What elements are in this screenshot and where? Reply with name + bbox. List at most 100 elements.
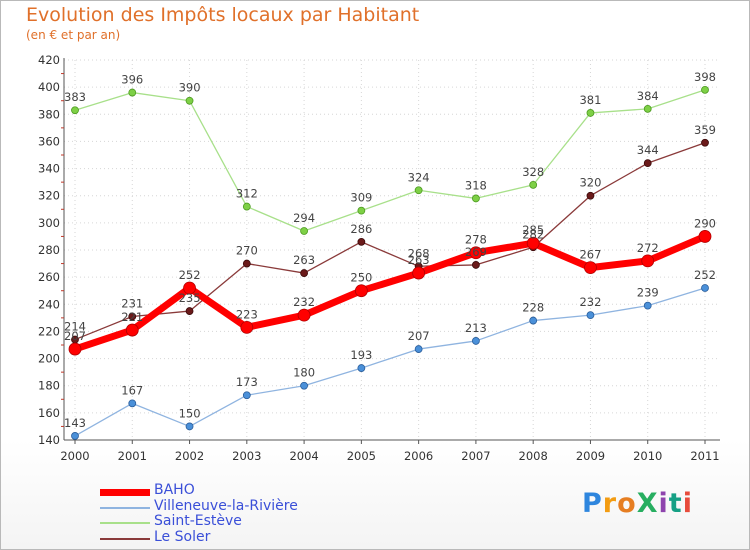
legend-swatch — [100, 506, 150, 509]
data-label-3: 269 — [465, 245, 487, 259]
data-point-3 — [586, 191, 595, 200]
data-point-1 — [357, 364, 366, 372]
data-label-2: 318 — [465, 178, 487, 192]
data-label-0: 221 — [121, 310, 143, 324]
x-tick-label: 2000 — [60, 449, 89, 463]
legend-swatch — [100, 537, 150, 540]
y-tick-label: 200 — [38, 352, 60, 366]
data-point-3 — [472, 261, 480, 269]
x-tick-label: 2002 — [175, 449, 204, 463]
data-label-2: 381 — [579, 93, 601, 107]
data-label-1: 180 — [293, 366, 315, 380]
data-label-3: 270 — [236, 244, 258, 258]
data-label-1: 228 — [522, 301, 544, 315]
data-label-0: 272 — [637, 241, 659, 255]
legend-label: BAHO — [154, 482, 195, 498]
data-point-1 — [586, 311, 595, 320]
data-label-1: 193 — [350, 348, 372, 362]
data-point-2 — [472, 194, 480, 203]
data-point-1 — [71, 432, 79, 440]
data-label-0: 252 — [179, 268, 201, 282]
x-tick-label: 2010 — [633, 449, 662, 463]
data-label-3: 214 — [64, 320, 86, 334]
data-point-0 — [297, 308, 311, 322]
x-tick-label: 2008 — [519, 449, 548, 463]
data-label-1: 232 — [579, 295, 601, 309]
legend-label: Le Soler — [154, 528, 211, 545]
legend-swatch — [100, 522, 150, 524]
data-point-3 — [357, 237, 366, 246]
data-label-0: 290 — [694, 216, 716, 230]
data-label-1: 150 — [179, 406, 201, 420]
x-tick-label: 2007 — [461, 449, 490, 463]
data-label-2: 396 — [121, 73, 143, 87]
data-label-3: 231 — [121, 297, 143, 311]
x-tick-label: 2009 — [576, 449, 605, 463]
data-label-0: 232 — [293, 295, 315, 309]
data-label-0: 285 — [522, 223, 544, 237]
data-label-3: 359 — [694, 123, 716, 137]
data-point-1 — [701, 284, 709, 292]
x-tick-label: 2011 — [690, 449, 719, 463]
x-tick-label: 2001 — [118, 449, 147, 463]
data-point-3 — [185, 307, 194, 315]
data-label-0: 207 — [64, 329, 86, 343]
series-line-0 — [73, 233, 707, 353]
y-tick-label: 180 — [38, 379, 60, 393]
data-label-3: 263 — [293, 253, 315, 267]
data-label-2: 312 — [236, 187, 258, 201]
data-point-2 — [71, 106, 79, 115]
data-label-1: 252 — [694, 268, 716, 282]
x-tick-label: 2004 — [289, 449, 318, 463]
data-label-2: 384 — [637, 89, 659, 103]
data-label-0: 278 — [465, 233, 487, 247]
data-point-2 — [586, 109, 595, 117]
y-tick-label: 140 — [38, 433, 60, 447]
data-label-2: 324 — [408, 170, 430, 184]
y-tick-label: 360 — [38, 134, 60, 148]
data-point-3 — [242, 259, 251, 268]
data-label-1: 173 — [236, 375, 258, 389]
data-point-1 — [529, 316, 538, 325]
data-point-1 — [242, 391, 251, 400]
data-point-0 — [354, 284, 368, 298]
legend-label: Saint-Estève — [154, 513, 242, 529]
y-tick-label: 420 — [38, 53, 60, 67]
data-point-0 — [698, 230, 712, 243]
data-label-1: 143 — [64, 416, 86, 430]
data-label-1: 207 — [408, 329, 430, 343]
data-label-2: 383 — [64, 90, 86, 104]
data-point-2 — [185, 96, 194, 105]
data-point-2 — [414, 186, 423, 195]
chart-title: Evolution des Impôts locaux par Habitant — [26, 4, 420, 26]
y-tick-label: 280 — [38, 243, 60, 257]
data-point-2 — [357, 206, 366, 215]
y-tick-label: 400 — [38, 80, 60, 94]
data-point-3 — [701, 138, 709, 147]
y-tick-label: 320 — [38, 189, 60, 203]
data-label-2: 390 — [179, 81, 201, 95]
data-point-1 — [185, 422, 194, 431]
x-tick-label: 2005 — [347, 449, 376, 463]
data-point-0 — [183, 281, 196, 295]
data-label-2: 294 — [293, 211, 315, 225]
data-point-1 — [643, 301, 652, 310]
data-label-2: 328 — [522, 165, 544, 179]
y-tick-label: 240 — [38, 297, 60, 311]
logo-letter: i — [682, 488, 693, 519]
data-point-0 — [240, 320, 254, 334]
data-point-2 — [701, 85, 709, 94]
data-point-0 — [125, 323, 139, 337]
y-tick-label: 160 — [38, 406, 60, 420]
logo-letter: t — [668, 488, 683, 519]
data-point-1 — [128, 399, 137, 408]
x-tick-label: 2006 — [404, 449, 433, 463]
proxiti-logo: ProXiti — [582, 488, 693, 519]
data-point-1 — [414, 345, 423, 353]
data-label-3: 286 — [350, 222, 372, 236]
series-line-3 — [74, 142, 706, 341]
logo-letter: X — [636, 488, 659, 519]
logo-letter: i — [658, 488, 669, 519]
data-point-2 — [300, 227, 308, 235]
